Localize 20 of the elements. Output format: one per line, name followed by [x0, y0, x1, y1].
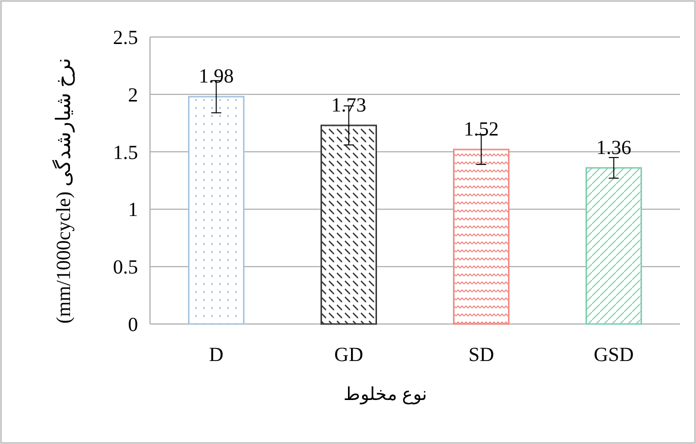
y-tick-label: 0.5 — [113, 256, 138, 279]
x-tick-label: GSD — [594, 344, 634, 366]
data-label: 1.73 — [331, 94, 366, 116]
x-tick-label: SD — [468, 344, 494, 366]
y-tick-label: 1.5 — [113, 142, 138, 164]
y-tick-label: 1 — [128, 199, 138, 222]
x-tick-label: GD — [334, 344, 364, 366]
x-axis-title: نوع مخلوط — [343, 384, 427, 405]
data-label: 1.52 — [464, 118, 499, 141]
x-tick-label: D — [209, 344, 224, 366]
bar — [320, 124, 377, 325]
data-label: 1.36 — [596, 136, 632, 159]
y-tick-label: 2.5 — [113, 27, 138, 49]
bar — [586, 167, 642, 325]
bar — [453, 148, 510, 325]
y-tick-label: 2 — [128, 84, 138, 106]
y-tick-label: 0 — [128, 314, 138, 336]
y-axis-title: (mm/1000cycle) نرخ شیارشدگی — [52, 57, 75, 324]
bar — [188, 96, 244, 325]
data-label: 1.98 — [198, 66, 234, 88]
